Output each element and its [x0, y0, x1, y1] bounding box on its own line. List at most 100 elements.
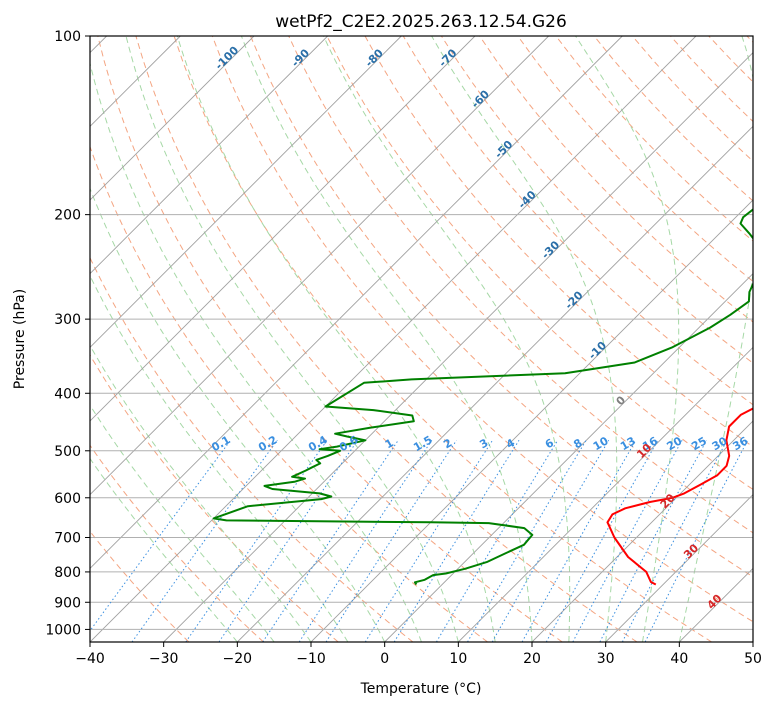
mixing-ratio-line — [467, 440, 587, 642]
moist-adiabat-line — [240, 36, 533, 642]
moist-adiabat-line — [323, 36, 571, 642]
temperature-profile-line — [606, 407, 753, 586]
isotherm-label: -50 — [492, 138, 515, 161]
isotherm-label: -10 — [586, 339, 609, 362]
y-tick-label: 800 — [54, 565, 81, 581]
x-tick-label: −10 — [296, 651, 326, 667]
dry-adiabat-line — [402, 36, 753, 406]
x-tick-label: −30 — [149, 651, 179, 667]
isotherm-label: 40 — [705, 592, 725, 612]
dry-adiabat-line — [90, 256, 414, 642]
dry-adiabat-line — [479, 36, 753, 323]
y-tick-label: 200 — [54, 208, 81, 224]
moist-adiabat-line — [90, 404, 275, 642]
mixing-ratio-line — [521, 440, 637, 642]
x-axis-label: Temperature (°C) — [360, 681, 482, 697]
mixing-ratio-line — [644, 440, 749, 642]
mixing-ratio-line — [185, 440, 328, 642]
isotherm-line — [384, 273, 753, 642]
y-tick-label: 700 — [54, 531, 81, 547]
y-axis-label: Pressure (hPa) — [12, 289, 28, 389]
isotherm-label: -20 — [562, 288, 585, 311]
x-tick-label: 10 — [449, 651, 467, 667]
moist-adiabat-line — [90, 61, 422, 642]
isotherm-line — [90, 36, 476, 422]
moist-adiabat-line — [90, 187, 386, 642]
y-tick-label: 300 — [54, 312, 81, 328]
x-tick-label: −40 — [75, 651, 105, 667]
series-layer — [212, 208, 753, 586]
mixing-ratio-line — [131, 440, 278, 642]
dewpoint-profile-line — [212, 208, 753, 586]
mixing-ratio-line — [298, 440, 433, 642]
moist-adiabat-line — [575, 36, 680, 642]
dry-adiabat-line — [97, 36, 563, 642]
isotherm-line — [90, 36, 328, 275]
isotherm-label: -30 — [539, 238, 562, 261]
dry-adiabat-line — [135, 36, 638, 642]
moist-adiabat-line — [90, 344, 312, 642]
isotherm-line — [90, 36, 402, 348]
isotherm-label: 20 — [658, 491, 678, 511]
grid-layer — [90, 36, 753, 642]
chart-title: wetPf2_C2E2.2025.263.12.54.G26 — [275, 12, 567, 32]
isotherm-line — [237, 125, 753, 642]
isotherm-line — [752, 641, 753, 642]
isotherm-line — [90, 36, 697, 642]
x-tick-label: 50 — [744, 651, 762, 667]
dry-adiabat-line — [517, 36, 753, 283]
isotherm-line — [163, 52, 753, 642]
isotherm-label: -100 — [213, 44, 242, 73]
y-tick-label: 400 — [54, 386, 81, 402]
isotherm-line — [310, 199, 753, 642]
y-tick-label: 1000 — [45, 622, 81, 638]
moist-adiabat-line — [431, 36, 618, 642]
dry-adiabat-line — [708, 36, 753, 83]
x-tick-label: 40 — [670, 651, 688, 667]
mixing-ratio-line — [364, 440, 493, 642]
dry-adiabat-line — [746, 36, 753, 43]
moist-adiabat-line — [678, 36, 753, 642]
dry-adiabat-line — [90, 444, 264, 642]
mixing-ratio-line — [435, 440, 559, 642]
mixing-ratio-line — [545, 440, 659, 642]
mixing-ratio-line — [262, 440, 399, 642]
mixing-ratio-line — [90, 439, 231, 632]
dry-adiabat-line — [90, 145, 488, 642]
isotherm-label: -60 — [469, 87, 492, 110]
isotherm-line — [531, 420, 753, 642]
dry-adiabat-line — [211, 36, 753, 623]
dry-adiabat-line — [555, 36, 753, 242]
x-tick-label: 0 — [380, 651, 389, 667]
y-tick-label: 900 — [54, 595, 81, 611]
moist-adiabat-line — [90, 457, 238, 642]
plot-frame — [89, 35, 754, 643]
axis-layer: −40 −30 −20 −10 0 10 20 30 40 50 100 200 300 400 500 60… — [45, 29, 762, 667]
isotherm-label: -70 — [436, 46, 459, 69]
dry-adiabat-line — [90, 354, 339, 642]
x-tick-label: 20 — [523, 651, 541, 667]
mixing-ratio-line — [572, 440, 683, 642]
mixing-ratio-label: 2 — [441, 436, 454, 451]
isotherm-line — [90, 36, 255, 201]
isotherm-line — [90, 36, 549, 496]
x-tick-label: −20 — [223, 651, 253, 667]
mixing-ratio-line — [325, 440, 457, 642]
dry-adiabat-line — [440, 36, 753, 364]
dry-adiabat-line — [250, 36, 753, 578]
dry-adiabat-line — [173, 36, 712, 642]
mixing-ratio-line — [491, 440, 610, 642]
x-tick-label: 30 — [597, 651, 615, 667]
isotherm-line — [90, 36, 623, 569]
mixing-ratio-line — [218, 440, 359, 642]
moist-adiabat-line — [176, 36, 496, 642]
moist-adiabat-line — [125, 36, 459, 642]
y-tick-label: 100 — [54, 29, 81, 45]
isotherm-label: -90 — [289, 46, 312, 69]
isotherm-line — [605, 494, 753, 642]
mixing-ratio-line — [393, 440, 520, 642]
dry-adiabat-line — [288, 36, 753, 534]
dry-adiabat-line — [326, 36, 753, 491]
isotherm-line — [458, 346, 753, 642]
